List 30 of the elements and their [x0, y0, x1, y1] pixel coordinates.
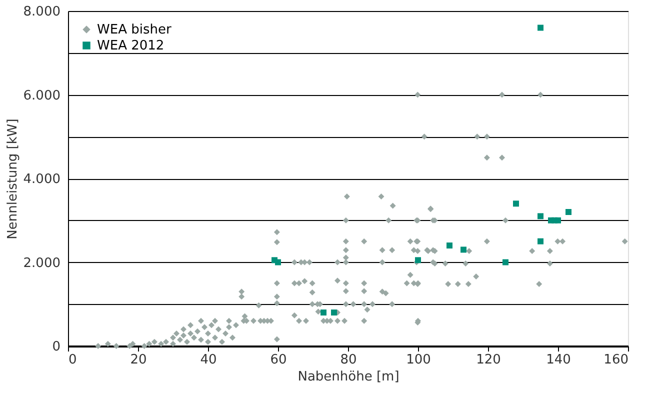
y-tick-label: 4.000 [23, 172, 60, 187]
y-tick-label: 6.000 [23, 88, 60, 104]
x-tick-label: 140 [546, 352, 571, 368]
x-tick-label: 60 [270, 352, 287, 368]
y-tick-label: 0 [52, 340, 60, 354]
point [460, 246, 466, 253]
point [446, 242, 452, 248]
point [275, 259, 281, 266]
x-tick-label: 100 [406, 352, 431, 368]
x-tick-label: 120 [476, 352, 501, 368]
point [566, 209, 572, 215]
point [538, 238, 544, 244]
x-tick-label: 0 [68, 352, 77, 368]
point [331, 310, 337, 316]
y-tick-label: 8.000 [23, 4, 60, 20]
x-tick-label: 160 [604, 352, 628, 368]
point [538, 24, 544, 31]
point [502, 259, 508, 266]
legend-label: WEA bisher [97, 22, 172, 38]
point [555, 217, 561, 224]
point [513, 200, 519, 207]
y-tick-label: 2.000 [23, 256, 60, 271]
point [320, 310, 326, 316]
x-axis-title: Nabenhöhe [m] [298, 370, 400, 384]
legend-label: WEA 2012 [97, 38, 164, 54]
y-axis-title: Nennleistung [kW] [5, 118, 20, 240]
x-tick-label: 20 [130, 352, 147, 368]
x-tick-label: 40 [200, 352, 217, 368]
x-tick-label: 80 [340, 352, 357, 368]
point [538, 213, 544, 220]
